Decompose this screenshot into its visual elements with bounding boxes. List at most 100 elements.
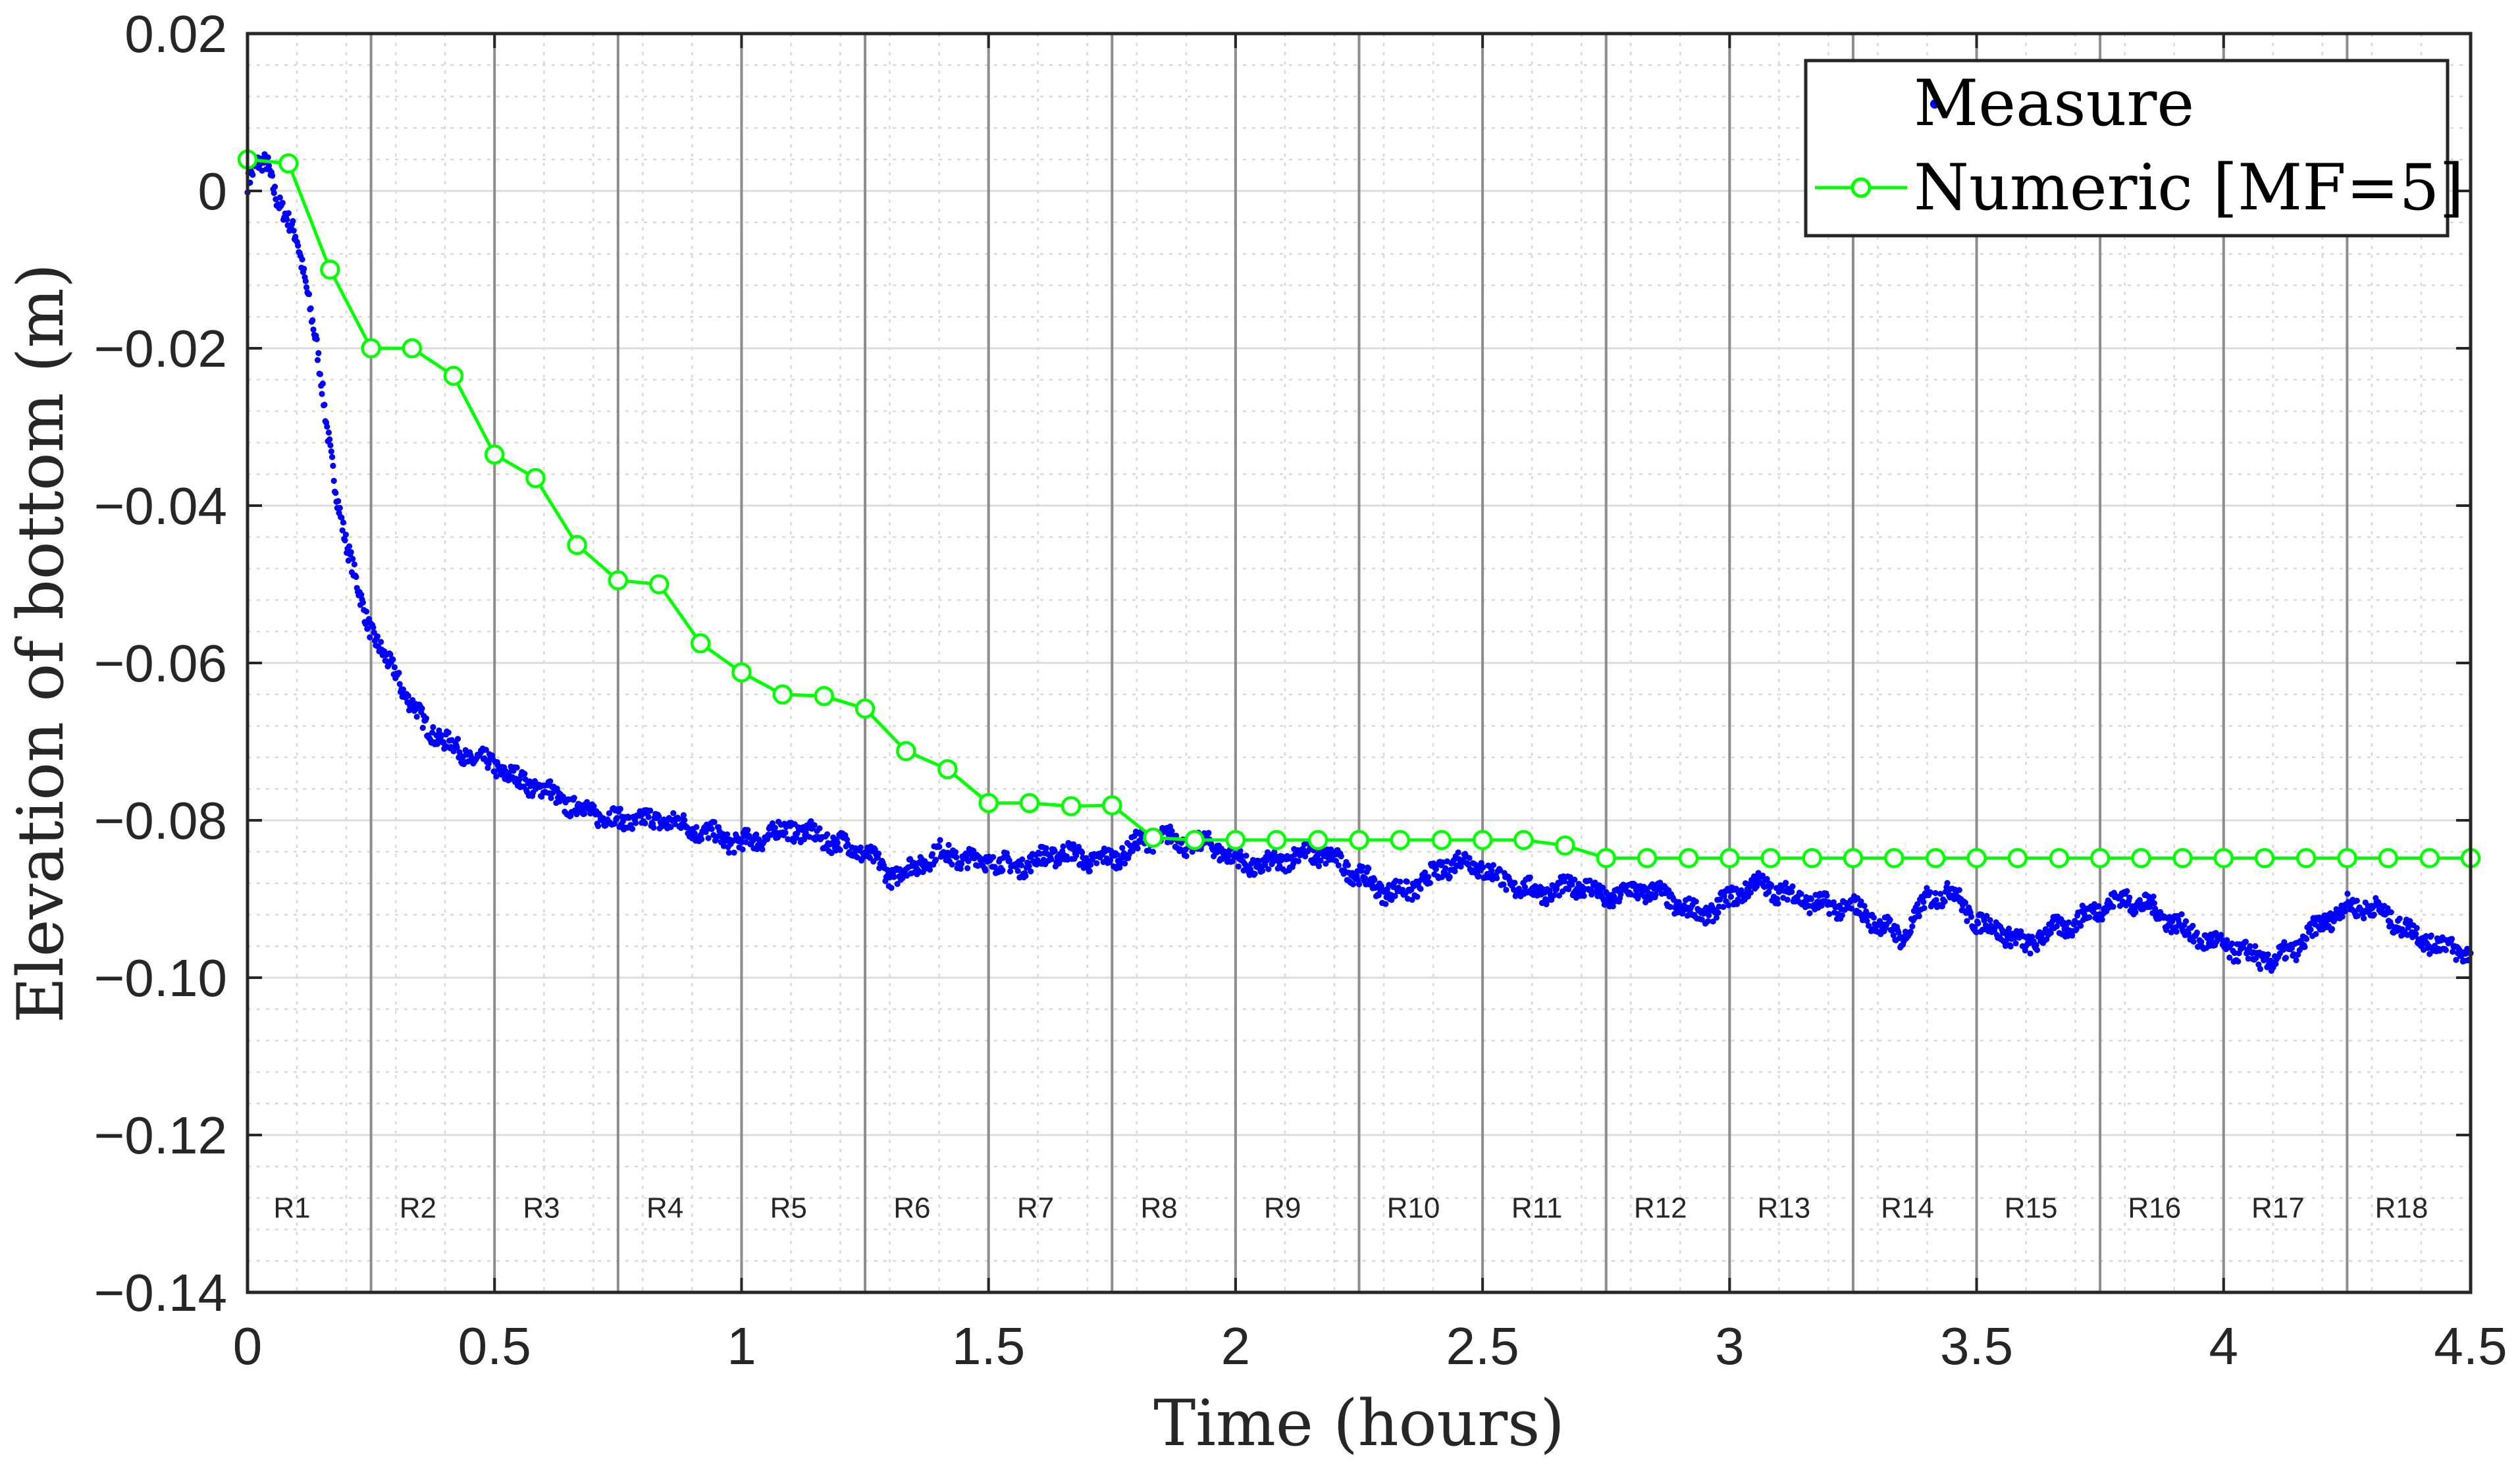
measure-point [400, 686, 406, 693]
measure-point [2235, 958, 2242, 965]
measure-point [2034, 947, 2041, 953]
numeric-point [525, 467, 546, 489]
measure-point [436, 727, 442, 734]
measure-point [958, 860, 965, 867]
measure-point [396, 670, 402, 676]
measure-point [419, 724, 426, 731]
measure-point [1789, 883, 1796, 890]
measure-point [1172, 832, 1180, 839]
measure-point [319, 381, 326, 387]
measure-point [965, 858, 972, 864]
measure-point [2190, 922, 2196, 929]
measure-point [2242, 938, 2249, 945]
measure-point [1921, 905, 1928, 911]
numeric-point [1266, 830, 1287, 851]
measure-point [1798, 891, 1804, 897]
numeric-point [896, 741, 916, 762]
measure-point [2150, 893, 2157, 900]
measure-point [834, 839, 841, 846]
measure-point [1839, 912, 1845, 918]
run-label: R7 [1017, 1192, 1054, 1224]
measure-point [989, 854, 997, 860]
measure-point [340, 519, 347, 526]
x-tick-label: 2 [1221, 1317, 1251, 1375]
measure-point [483, 747, 489, 753]
measure-point [2307, 926, 2314, 933]
measure-point [1587, 877, 1593, 884]
measure-point [1006, 857, 1012, 864]
measure-point [1317, 857, 1324, 864]
measure-point [2047, 930, 2054, 936]
measure-point [2327, 910, 2334, 916]
measure-point [336, 504, 343, 512]
measure-point [753, 831, 760, 838]
measure-point [269, 172, 276, 179]
measure-point [1134, 845, 1141, 852]
numeric-point [1349, 830, 1369, 851]
measure-point [346, 543, 353, 550]
x-tick-labels: 0 0.5 1 1.5 2 2.5 3 3.5 4 4.5 [233, 1317, 2507, 1375]
measure-point [307, 305, 314, 311]
measure-point [391, 664, 398, 671]
measure-point [319, 390, 325, 398]
measure-point [1080, 864, 1087, 871]
measure-point [2384, 905, 2391, 912]
numeric-point [854, 699, 876, 719]
measure-point [338, 514, 345, 521]
measure-point [1543, 901, 1550, 908]
measure-point [342, 531, 349, 538]
measure-point [1556, 892, 1563, 899]
measure-point [1345, 862, 1352, 868]
measure-point [693, 824, 700, 830]
measure-point [1548, 897, 1555, 903]
measure-point [1830, 899, 1837, 906]
measure-point [1332, 858, 1340, 864]
measure-point [271, 183, 278, 190]
numeric-point [402, 338, 423, 359]
run-label: R10 [1387, 1192, 1440, 1224]
numeric-point [2213, 848, 2234, 868]
measure-point [2053, 923, 2060, 930]
measure-point [2003, 937, 2010, 943]
measure-point [1887, 916, 1893, 923]
measure-point [2303, 936, 2310, 942]
measure-point [1365, 865, 1372, 872]
measure-point [1070, 841, 1077, 848]
numeric-point [1143, 828, 1163, 848]
measure-point [2396, 915, 2403, 922]
measure-point [328, 454, 336, 460]
numeric-point [1760, 848, 1781, 868]
measure-point [1417, 885, 1424, 892]
numeric-point [2089, 848, 2111, 868]
measure-point [1727, 893, 1735, 900]
measure-point [1987, 916, 1993, 924]
measure-point [1302, 853, 1309, 860]
run-label: R6 [893, 1192, 930, 1224]
measure-point [2218, 932, 2224, 938]
measure-point [854, 854, 860, 860]
measure-point [2339, 913, 2346, 920]
measure-point [2061, 919, 2067, 926]
numeric-point [1637, 848, 1658, 868]
measure-point [1720, 903, 1727, 911]
measure-point [1635, 895, 1641, 902]
measure-point [315, 350, 322, 357]
measure-point [1086, 868, 1093, 874]
measure-point [305, 291, 313, 298]
measure-point [1088, 861, 1094, 868]
measure-point [875, 850, 882, 857]
measure-point [2336, 907, 2342, 913]
measure-point [1295, 858, 1301, 864]
measure-point [2218, 936, 2225, 943]
measure-point [1933, 897, 1939, 903]
legend-measure-label: Measure [1914, 66, 2194, 140]
measure-point [1335, 862, 1342, 868]
numeric-point [1843, 848, 1864, 868]
measure-point [606, 810, 613, 816]
measure-point [1750, 873, 1758, 880]
numeric-point [2049, 848, 2070, 868]
numeric-point [690, 633, 711, 654]
measure-point [1251, 870, 1258, 877]
measure-point [614, 815, 620, 822]
measure-point [1551, 892, 1558, 899]
